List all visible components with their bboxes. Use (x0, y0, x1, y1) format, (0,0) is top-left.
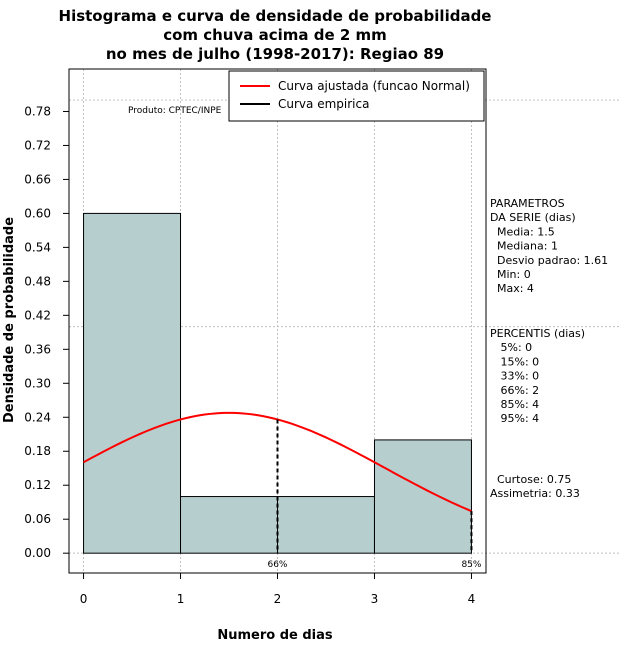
title-line: Histograma e curva de densidade de proba… (59, 7, 492, 25)
title-line: no mes de julho (1998-2017): Regiao 89 (106, 45, 444, 63)
percentile-line: 66%: 2 (490, 384, 539, 397)
y-tick-label: 0.36 (24, 342, 51, 356)
normal-curve (83, 411, 472, 513)
histogram-bars (83, 212, 472, 554)
source-credit: Produto: CPTEC/INPE (128, 106, 222, 116)
y-tick-label: 0.30 (24, 376, 51, 390)
percentile-line: 5%: 0 (490, 341, 532, 354)
y-tick-label: 0.00 (24, 546, 51, 560)
chart-title: Histograma e curva de densidade de proba… (59, 7, 492, 63)
params-line: Desvio padrao: 1.61 (490, 254, 608, 267)
y-tick-label: 0.78 (24, 104, 51, 118)
y-tick-label: 0.72 (24, 138, 51, 152)
params-line: PARAMETROS (490, 197, 565, 210)
x-tick-label: 4 (468, 592, 476, 606)
y-tick-label: 0.60 (24, 206, 51, 220)
histogram-bar (180, 496, 278, 554)
percentile-line: 95%: 4 (490, 412, 539, 425)
y-axis-label: Densidade de probabilidade (2, 217, 17, 423)
y-tick-label: 0.12 (24, 478, 51, 492)
shape-stat-line: Curtose: 0.75 (490, 473, 571, 486)
params-line: DA SERIE (dias) (490, 211, 576, 224)
y-tick-label: 0.24 (24, 410, 51, 424)
histogram-bar (83, 212, 182, 554)
normal-curve-line (83, 411, 472, 513)
y-tick-label: 0.54 (24, 240, 51, 254)
title-line: com chuva acima de 2 mm (163, 26, 387, 44)
y-axis: 0.00 0.06 0.12 0.18 0.24 0.30 0.36 0.42 0.48 0.54… (24, 104, 70, 560)
y-tick-label: 0.42 (24, 308, 51, 322)
legend: Curva ajustada (funcao Normal) Curva empi… (228, 70, 485, 122)
legend-label: Curva empirica (278, 97, 369, 111)
y-tick-label: 0.18 (24, 444, 51, 458)
params-line: Mediana: 1 (490, 240, 558, 253)
y-tick-label: 0.06 (24, 512, 51, 526)
params-line: Min: 0 (490, 268, 531, 281)
percentile-marker-label: 66% (267, 560, 287, 570)
percentile-line: 33%: 0 (490, 370, 539, 383)
params-line: Media: 1.5 (490, 225, 555, 238)
percentile-line: 15%: 0 (490, 355, 539, 368)
x-axis: 0 1 2 3 4 (80, 572, 476, 606)
legend-label: Curva ajustada (funcao Normal) (278, 79, 470, 93)
x-tick-label: 0 (80, 592, 88, 606)
y-tick-label: 0.66 (24, 172, 51, 186)
percentile-line: 85%: 4 (490, 398, 539, 411)
x-tick-label: 2 (274, 592, 282, 606)
shape-stat-line: Assimetria: 0.33 (490, 487, 580, 500)
x-tick-label: 3 (371, 592, 379, 606)
params-line: Max: 4 (490, 282, 534, 295)
histogram-bar (373, 439, 472, 554)
histogram-bar (277, 496, 375, 554)
percentile-marker-label: 85% (461, 560, 481, 570)
x-tick-label: 1 (177, 592, 185, 606)
percentile-markers: 66% 85% (267, 419, 482, 570)
y-tick-label: 0.48 (24, 274, 51, 288)
percentile-line: PERCENTIS (dias) (490, 327, 585, 340)
x-axis-label: Numero de dias (217, 628, 333, 643)
legend-box (228, 70, 485, 122)
